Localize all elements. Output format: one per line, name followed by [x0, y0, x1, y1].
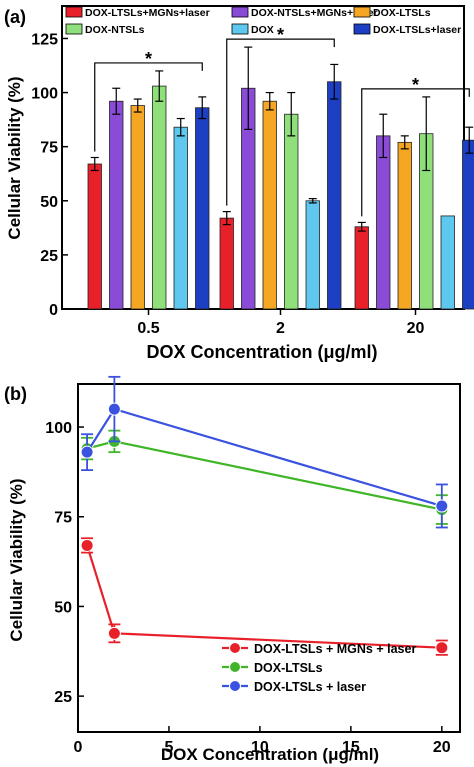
panel-a-significance-star: * — [412, 75, 419, 95]
panel-b-series — [80, 375, 449, 656]
panel-a-x-tick-label: 0.5 — [137, 320, 159, 337]
panel-b-legend-marker — [229, 642, 241, 654]
panel-b-x-tick-label: 5 — [164, 739, 173, 756]
panel-b-legend-label: DOX-LTSLs + laser — [254, 680, 366, 694]
panel-b-legend-marker — [229, 680, 241, 692]
panel-a-y-tick-label: 100 — [31, 86, 58, 103]
panel-b-data-point — [80, 538, 94, 552]
panel-b-y-tick-label: 50 — [54, 599, 72, 616]
panel-a-bars — [87, 46, 474, 310]
panel-b-series-line — [86, 440, 443, 511]
panel-a-y-tick-label: 25 — [40, 248, 58, 265]
panel-a-legend-label: DOX-NTSLs+MGNs+laser — [251, 7, 378, 19]
panel-b-x-tick-label: 10 — [251, 739, 269, 756]
panel-a-legend-label: DOX — [251, 24, 274, 36]
panel-b-x-tick-label: 0 — [74, 739, 83, 756]
panel-a-legend-swatch — [353, 23, 371, 35]
panel-b-label: (b) — [4, 384, 27, 404]
panel-b-axes: 25 50 75 100 0 5 10 15 20 — [45, 420, 451, 756]
panel-a-legend-swatch — [231, 23, 249, 35]
panel-b-data-point — [435, 499, 449, 513]
panel-b-series-line — [86, 545, 442, 649]
panel-a-significance-bracket — [361, 88, 470, 217]
panel-a-bar — [397, 141, 412, 310]
panel-b-data-point — [107, 402, 121, 416]
panel-a-y-tick-label: 50 — [40, 194, 58, 211]
panel-a-y-tick-label: 0 — [49, 302, 58, 319]
panel-a-legend-label: DOX-LTSLs — [373, 7, 431, 19]
panel-b-y-tick-label: 100 — [45, 420, 72, 437]
panel-a-significance-star: * — [277, 25, 284, 45]
panel-b-data-point — [107, 626, 121, 640]
panel-a-bar — [440, 215, 455, 310]
panel-a-y-tick-label: 75 — [40, 140, 58, 157]
panel-a-bar — [87, 163, 102, 310]
panel-a-legend-swatch — [231, 6, 249, 18]
panel-b-data-point — [80, 445, 94, 459]
panel-a-legend: DOX-LTSLs+MGNs+laser DOX-NTSLs+MGNs+laser… — [65, 6, 461, 36]
panel-a-significance-bracket — [226, 38, 335, 206]
panel-a-label: (a) — [4, 7, 26, 27]
panel-a-y-axis-title: Cellular Viability (%) — [5, 76, 24, 239]
panel-a-x-tick-label: 20 — [407, 320, 425, 337]
panel-b-plot-frame — [77, 383, 461, 733]
panel-a-bar — [219, 217, 234, 310]
panel-a-significance-star: * — [145, 49, 152, 69]
panel-a-bar — [305, 200, 320, 310]
panel-a-legend-label: DOX-LTSLs+laser — [373, 24, 461, 36]
panel-b-legend-label: DOX-LTSLs — [254, 661, 323, 675]
panel-a-bar — [284, 113, 299, 310]
panel-a-legend-swatch — [65, 6, 83, 18]
panel-a-bar — [327, 81, 342, 310]
panel-a-x-axis: 0.5 2 20 — [137, 309, 425, 337]
panel-a-y-tick-label: 125 — [31, 31, 58, 48]
panel-a-bar — [376, 135, 391, 310]
panel-b-series-line — [86, 407, 443, 508]
panel-b-x-tick-label: 20 — [433, 739, 451, 756]
panel-a-x-tick-label: 2 — [276, 320, 285, 337]
panel-b-legend: DOX-LTSLs + MGNs + laser DOX-LTSLs DOX-LTS… — [222, 642, 416, 694]
panel-b-legend-label: DOX-LTSLs + MGNs + laser — [254, 642, 416, 656]
panel-a-bar — [354, 226, 369, 310]
panel-a-bar — [152, 85, 167, 310]
panel-a-significance: * * * — [94, 25, 470, 217]
panel-b-x-axis-title: DOX Concentration (μg/ml) — [161, 745, 379, 764]
panel-b-y-tick-label: 25 — [54, 689, 72, 706]
panel-b-legend-marker — [229, 661, 241, 673]
panel-b-y-axis-title: Cellular Viability (%) — [7, 478, 26, 641]
panel-a-bar — [462, 139, 474, 310]
panel-b-x-tick-label: 15 — [342, 739, 360, 756]
panel-a-x-axis-title: DOX Concentration (μg/ml) — [146, 342, 377, 362]
panel-a-legend-swatch — [353, 6, 371, 18]
panel-a-bar — [173, 126, 188, 310]
panel-a-significance-bracket — [94, 62, 203, 152]
panel-a-legend-label: DOX-NTSLs — [85, 24, 145, 36]
panel-a-y-axis: 0 25 50 75 100 125 — [31, 31, 68, 319]
panel-a-legend-swatch — [65, 23, 83, 35]
panel-a-bar — [195, 107, 210, 310]
panel-a-bar — [109, 100, 124, 310]
panel-a-bar — [130, 105, 145, 310]
panel-a-legend-label: DOX-LTSLs+MGNs+laser — [85, 7, 210, 19]
panel-b: (b) 25 50 75 100 0 5 10 15 20 DOX-LTSLs + MGNs +… — [4, 375, 461, 764]
panel-a-bar — [262, 100, 277, 310]
panel-b-y-tick-label: 75 — [54, 510, 72, 527]
panel-b-data-point — [435, 641, 449, 655]
